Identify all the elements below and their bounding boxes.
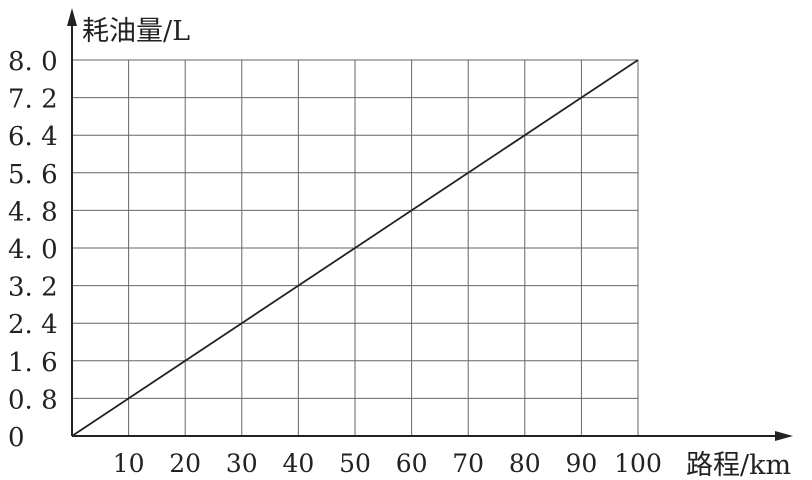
tick-labels: 10 20 30 40 50 60 70 80 90 100 0 0. 8 1. 6 2. 4 3. 2 4.… [8,47,662,478]
y-axis-arrow-icon [67,8,77,26]
x-tick-label: 40 [282,449,314,478]
axes [67,8,793,441]
x-tick-label: 10 [113,449,145,478]
y-tick-label: 0. 8 [8,385,58,415]
x-tick-label: 70 [452,449,484,478]
y-tick-label: 4. 0 [8,235,58,265]
x-tick-label: 30 [226,449,258,478]
y-tick-label: 7. 2 [8,85,58,115]
y-tick-label: 6. 4 [8,122,58,152]
y-axis-label: 耗油量/L [82,16,190,47]
x-tick-label: 20 [169,449,201,478]
x-tick-label: 90 [565,449,597,478]
x-tick-label: 100 [614,449,662,478]
series-line [71,59,639,437]
y-tick-label: 3. 2 [8,273,58,303]
x-axis-label: 路程/km [686,450,791,480]
y-tick-label: 8. 0 [8,47,58,77]
x-tick-label: 60 [396,449,428,478]
y-tick-label: 5. 6 [8,160,58,190]
series [71,59,639,437]
y-tick-label: 1. 6 [8,348,58,378]
x-tick-label: 50 [339,449,371,478]
y-tick-label: 0 [8,423,25,453]
x-axis-arrow-icon [775,431,793,441]
x-tick-label: 80 [509,449,541,478]
y-tick-label: 2. 4 [8,310,58,340]
y-tick-label: 4. 8 [8,197,58,227]
grid [72,59,639,436]
